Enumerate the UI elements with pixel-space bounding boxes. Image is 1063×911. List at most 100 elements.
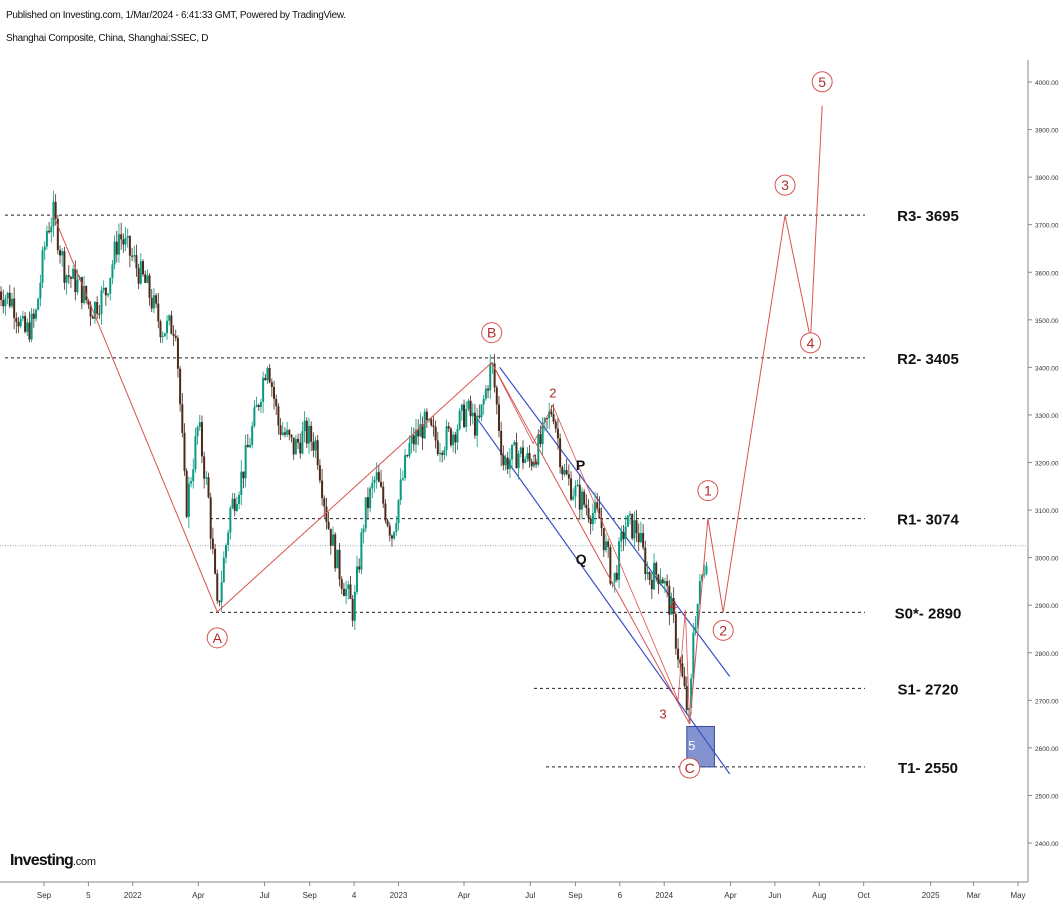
x-tick-label: Apr: [192, 891, 205, 900]
price-candle-body: [152, 295, 155, 309]
price-candle-body: [449, 428, 452, 446]
price-candle-body: [373, 479, 376, 483]
y-tick-label: 2700.00: [1035, 698, 1059, 705]
price-candle-body: [174, 335, 177, 339]
sub-wave-label-2: 2: [549, 385, 556, 400]
price-candle-body: [255, 404, 258, 408]
price-candle-body: [275, 398, 278, 407]
price-candle-body: [456, 428, 459, 443]
price-candle-body: [39, 282, 42, 299]
price-candle-body: [310, 425, 313, 442]
price-candle-body: [286, 430, 289, 435]
price-candle-body: [59, 250, 62, 256]
price-candle-body: [338, 549, 341, 580]
price-candle-body: [4, 298, 7, 307]
price-candle-body: [635, 520, 638, 534]
price-candle-body: [242, 471, 245, 479]
x-tick-label: 2024: [655, 891, 673, 900]
price-candle-body: [294, 438, 297, 455]
price-candle-body: [642, 532, 645, 548]
wave-label-b: B: [487, 325, 496, 341]
level-label: S0*- 2890: [895, 605, 962, 622]
price-candle-body: [425, 411, 428, 421]
price-candle-body: [262, 377, 265, 402]
price-candle-body: [410, 435, 413, 444]
x-tick-label: Jun: [768, 891, 781, 900]
price-candle-body: [203, 456, 206, 479]
price-candle-body: [633, 520, 636, 539]
price-candle-body: [196, 427, 199, 437]
price-candle-body: [701, 575, 704, 582]
price-candle-body: [460, 404, 463, 411]
price-candle-body: [535, 461, 538, 465]
price-candle-body: [565, 470, 568, 475]
level-label: R2- 3405: [897, 351, 959, 368]
price-candle-body: [683, 676, 686, 687]
price-candle-body: [556, 428, 559, 439]
price-candle-body: [546, 418, 549, 420]
price-candle-body: [393, 531, 396, 539]
price-candle-body: [631, 513, 634, 539]
investing-logo: Investing.com: [10, 852, 96, 869]
price-candle-body: [48, 230, 51, 233]
price-candle-body: [548, 411, 551, 419]
price-candle-body: [288, 430, 291, 435]
price-candle-body: [353, 591, 356, 621]
price-candle-body: [692, 632, 695, 679]
price-candle-body: [170, 315, 173, 334]
price-candle-body: [366, 497, 369, 509]
price-candle-body: [100, 290, 103, 314]
price-candle-body: [504, 457, 507, 466]
price-candle-body: [552, 414, 555, 422]
price-candle-body: [681, 663, 684, 677]
price-candle-body: [362, 528, 365, 533]
sub-wave-label-1: 1: [532, 451, 539, 466]
price-candle-body: [111, 264, 114, 278]
x-tick-label: Apr: [724, 891, 737, 900]
price-candle-body: [408, 443, 411, 457]
price-candle-body: [253, 407, 256, 426]
price-candle-body: [423, 411, 426, 439]
price-candle-body: [648, 572, 651, 580]
price-candle-body: [484, 388, 487, 399]
price-candle-body: [677, 648, 680, 660]
y-tick-label: 3300.00: [1035, 413, 1059, 420]
price-candle-body: [493, 363, 496, 388]
price-candle-body: [157, 303, 160, 322]
price-candle-body: [650, 579, 653, 590]
price-candle-body: [297, 438, 300, 443]
price-candle-body: [443, 450, 446, 456]
price-candle-body: [406, 455, 409, 457]
price-candle-body: [10, 298, 13, 307]
price-candle-body: [537, 434, 540, 465]
price-candle-body: [340, 579, 343, 589]
price-candle-body: [67, 275, 70, 278]
price-candle-body: [399, 479, 402, 501]
price-candle-body: [602, 528, 605, 551]
price-candle-body: [666, 581, 669, 586]
price-candle-body: [482, 398, 485, 405]
price-candle-body: [550, 411, 553, 415]
price-candle-body: [384, 503, 387, 521]
x-tick-label: 2022: [124, 891, 142, 900]
price-candle-body: [589, 518, 592, 525]
price-candle-body: [2, 300, 5, 307]
price-candle-body: [600, 518, 603, 529]
channel-line-lower: [477, 419, 731, 775]
price-candle-body: [50, 226, 53, 233]
price-candle-body: [371, 482, 374, 489]
y-tick-label: 3400.00: [1035, 365, 1059, 372]
price-candle-body: [229, 508, 232, 533]
price-candle-body: [521, 447, 524, 463]
x-tick-label: Sep: [568, 891, 583, 900]
price-candle-body: [83, 285, 86, 303]
price-candle-body: [583, 491, 586, 505]
impulse-label-2-circle: [712, 619, 734, 641]
price-candle-body: [233, 498, 236, 511]
price-candle-body: [52, 201, 55, 227]
price-candle-body: [163, 333, 166, 337]
price-candle-body: [572, 496, 575, 500]
price-candle-body: [150, 297, 153, 309]
price-candle-body: [89, 304, 92, 317]
